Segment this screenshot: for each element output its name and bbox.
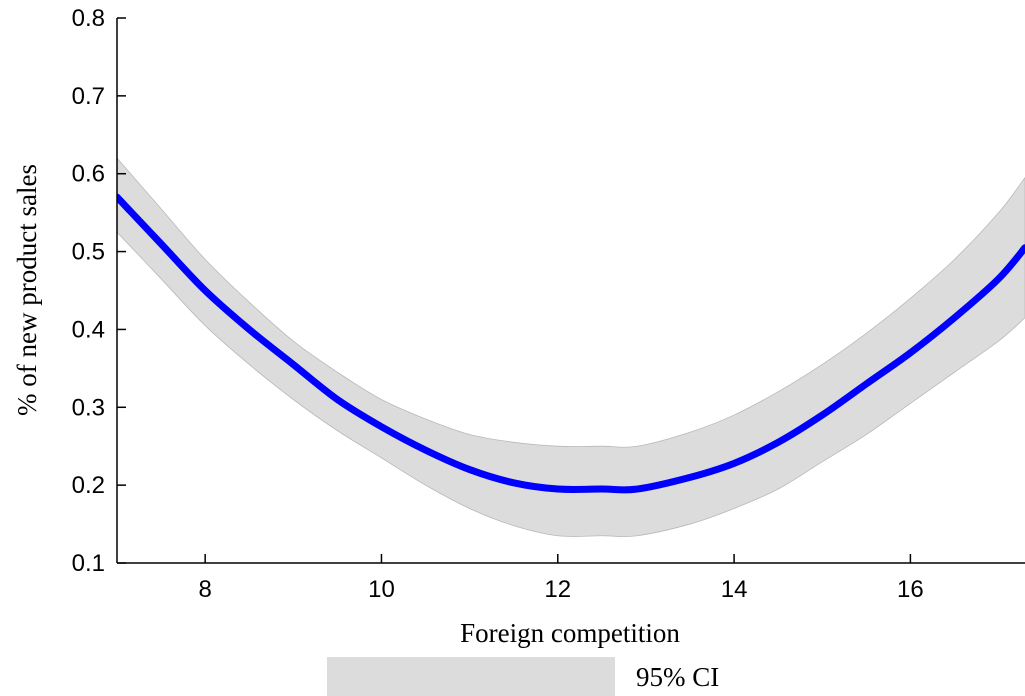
x-tick-label: 10 xyxy=(368,576,395,603)
x-tick-label: 16 xyxy=(897,576,924,603)
legend-swatch-ci xyxy=(327,657,615,696)
x-axis-label: Foreign competition xyxy=(460,618,680,648)
x-tick-label: 8 xyxy=(198,576,211,603)
legend: 95% CI xyxy=(327,657,719,696)
y-tick-label: 0.1 xyxy=(72,550,105,577)
y-tick-label: 0.3 xyxy=(72,394,105,421)
series-line xyxy=(117,193,1025,494)
legend-label-ci: 95% CI xyxy=(636,662,719,692)
y-tick-label: 0.2 xyxy=(72,472,105,499)
y-tick-label: 0.5 xyxy=(72,239,105,266)
plot-area xyxy=(117,157,1025,538)
tick-labels: 0.1 0.2 0.3 0.4 0.5 0.6 0.7 0.8 8 10 12 14 16 xyxy=(72,5,924,603)
x-tick-label: 14 xyxy=(721,576,748,603)
y-tick-label: 0.8 xyxy=(72,5,105,32)
y-tick-label: 0.7 xyxy=(72,83,105,110)
axes xyxy=(116,17,1025,564)
confidence-band xyxy=(117,157,1025,538)
y-axis-label: % of new product sales xyxy=(12,164,42,416)
x-tick-label: 12 xyxy=(544,576,571,603)
y-tick-label: 0.4 xyxy=(72,316,105,343)
y-tick-label: 0.6 xyxy=(72,161,105,188)
